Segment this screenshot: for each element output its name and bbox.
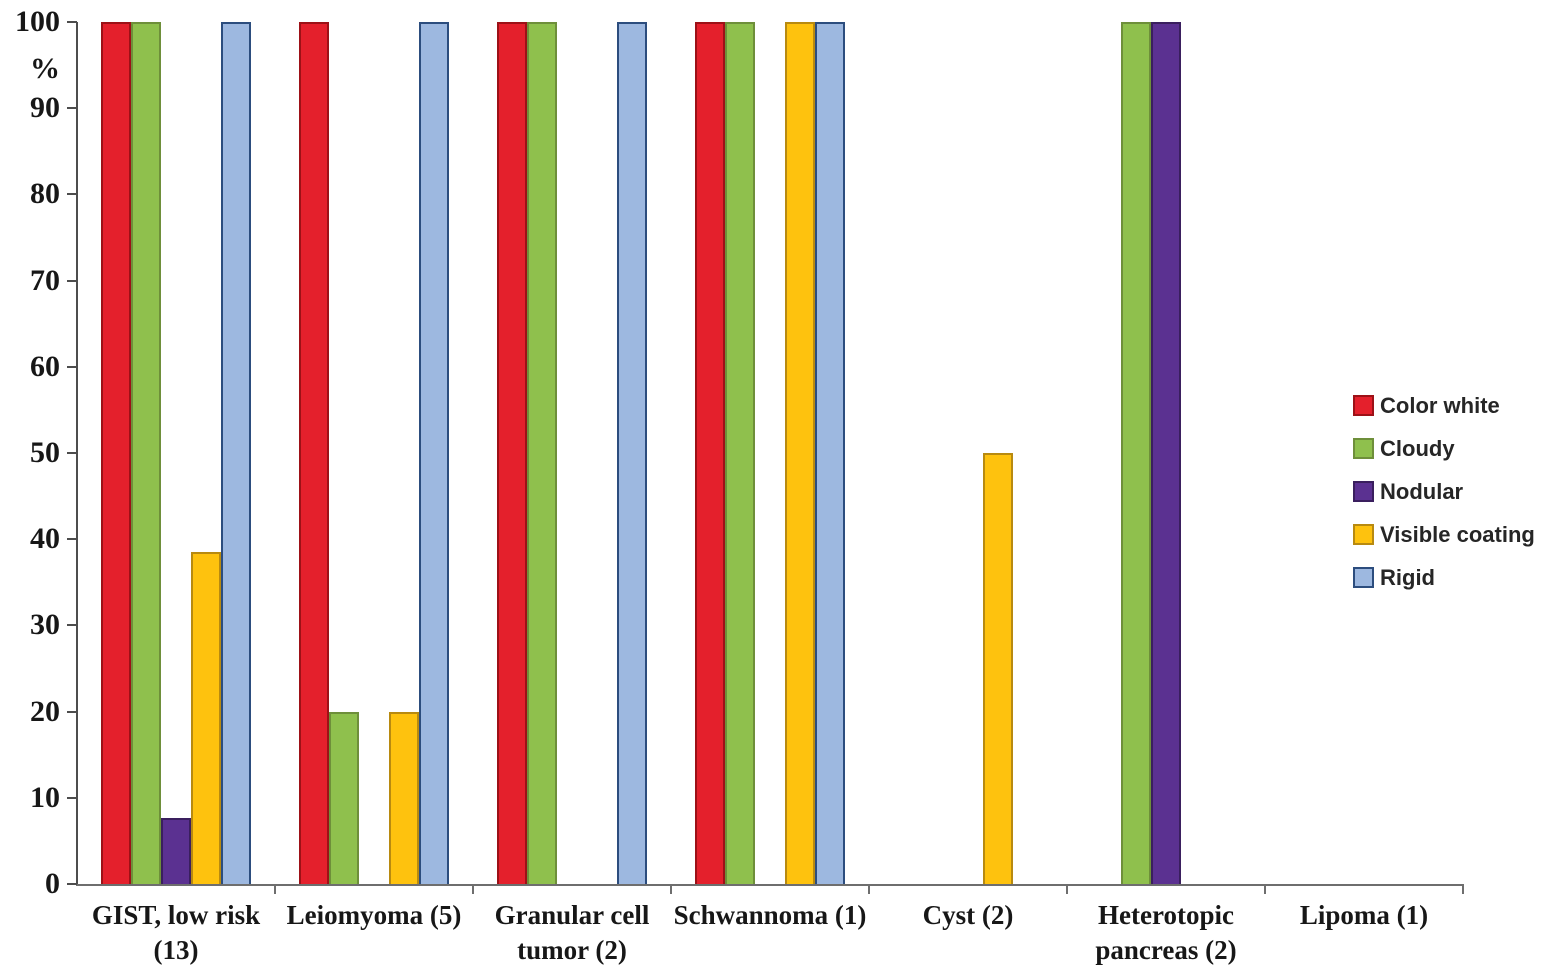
y-tick: [67, 365, 77, 368]
category-label: Cyst (2): [922, 900, 1014, 930]
x-tick: [472, 884, 474, 894]
y-tick-label: 40: [30, 522, 60, 556]
bar: [725, 22, 755, 884]
legend-swatch: [1353, 438, 1374, 459]
y-axis: [76, 22, 78, 884]
y-axis-unit-label: %: [30, 52, 60, 85]
legend-item: Color white: [1353, 384, 1535, 427]
x-tick: [670, 884, 672, 894]
bar: [695, 22, 725, 884]
bar: [497, 22, 527, 884]
y-tick: [67, 107, 77, 110]
legend-label: Rigid: [1380, 564, 1435, 590]
x-tick: [274, 884, 276, 894]
legend-item: Visible coating: [1353, 513, 1535, 556]
bar: [131, 22, 161, 884]
bar: [161, 818, 191, 884]
legend-label: Color white: [1380, 392, 1500, 418]
x-tick: [868, 884, 870, 894]
category-label: GIST, low risk (13): [91, 900, 261, 965]
y-tick: [67, 452, 77, 454]
y-tick-label: 80: [30, 177, 60, 211]
x-tick: [1462, 884, 1464, 894]
bar-group: [1067, 22, 1265, 884]
y-tick: [67, 796, 77, 799]
bar: [299, 22, 329, 884]
bar: [221, 22, 251, 884]
legend-item: Cloudy: [1353, 427, 1535, 470]
x-tick: [1264, 884, 1266, 894]
legend-item: Nodular: [1353, 470, 1535, 513]
bar: [785, 22, 815, 884]
y-tick: [67, 538, 77, 541]
y-tick-label: 70: [30, 263, 60, 297]
y-tick: [67, 193, 77, 196]
legend-label: Cloudy: [1380, 435, 1455, 461]
y-tick-label: 60: [30, 349, 60, 383]
legend-label: Visible coating: [1380, 521, 1535, 547]
y-tick-label: 100: [15, 5, 60, 38]
category-label: Lipoma (1): [1299, 900, 1429, 930]
bar: [419, 22, 449, 884]
legend-label: Nodular: [1380, 478, 1464, 504]
legend-swatch: [1353, 395, 1374, 416]
y-tick-label: 20: [30, 694, 60, 728]
bar-group: [77, 22, 275, 884]
legend-swatch: [1353, 524, 1374, 545]
y-tick: [67, 624, 77, 627]
bar-group: [275, 22, 473, 884]
y-tick-label: 30: [30, 608, 60, 642]
legend: Color white Cloudy Nodular Visible coating R…: [1353, 384, 1535, 599]
bar-group: [671, 22, 869, 884]
bar: [389, 712, 419, 884]
y-tick: [67, 279, 77, 282]
category-label: Schwannoma (1): [673, 900, 867, 930]
y-tick: [67, 710, 77, 713]
legend-swatch: [1353, 567, 1374, 588]
y-tick-label: 10: [30, 780, 60, 814]
y-tick: [67, 883, 77, 885]
bar: [191, 552, 221, 884]
bar: [617, 22, 647, 884]
y-tick-label: 90: [30, 91, 60, 125]
y-tick-label: 0: [45, 867, 60, 900]
bar: [1121, 22, 1151, 884]
legend-item: Rigid: [1353, 556, 1535, 599]
category-label: Granular cell tumor (2): [494, 900, 650, 965]
bar: [329, 712, 359, 884]
bar: [527, 22, 557, 884]
legend-swatch: [1353, 481, 1374, 502]
bar: [1151, 22, 1181, 884]
bar: [101, 22, 131, 884]
bar-group: [869, 22, 1067, 884]
category-label: Leiomyoma (5): [286, 900, 462, 930]
x-tick: [1066, 884, 1068, 894]
y-tick-label: 50: [30, 436, 60, 469]
bar-group: [473, 22, 671, 884]
bar: [983, 453, 1013, 884]
y-tick: [67, 21, 77, 23]
x-axis: [76, 884, 1464, 886]
category-label: Heterotopic pancreas (2): [1095, 900, 1237, 965]
bar: [815, 22, 845, 884]
